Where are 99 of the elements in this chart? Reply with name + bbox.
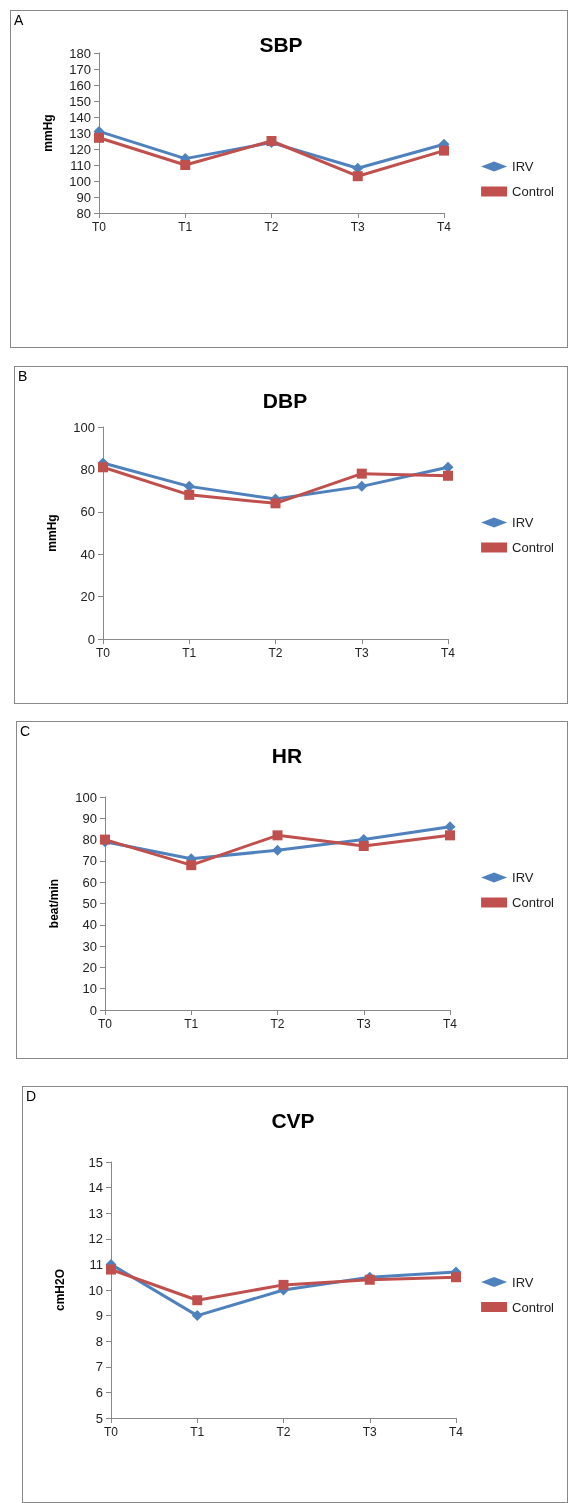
x-tick-label: T0 xyxy=(103,1425,119,1439)
x-tick-label: T1 xyxy=(182,646,197,660)
x-tick-label: T4 xyxy=(448,1425,464,1439)
y-tick-label: 140 xyxy=(69,109,91,125)
x-tick-label: T3 xyxy=(350,220,366,234)
legend-label: Control xyxy=(512,1299,555,1315)
y-tick-label: 120 xyxy=(69,141,91,157)
y-tick-label: 10 xyxy=(82,981,97,997)
point xyxy=(98,462,108,473)
point xyxy=(451,1272,461,1283)
x-tick-label: T0 xyxy=(97,1017,113,1031)
y-tick-label: 20 xyxy=(80,589,95,605)
chart-title: HR xyxy=(271,744,303,767)
y-tick-label: 40 xyxy=(82,917,97,933)
point xyxy=(443,470,453,481)
point xyxy=(94,132,104,143)
x-tick-label: T4 xyxy=(442,1017,458,1031)
x-tick-label: T2 xyxy=(276,1425,291,1439)
point xyxy=(270,498,281,509)
x-tick-label: T1 xyxy=(178,220,193,234)
y-tick-label: 30 xyxy=(82,938,97,954)
point xyxy=(445,830,455,841)
text: B xyxy=(18,368,28,384)
x-tick-label: T1 xyxy=(190,1425,205,1439)
y-axis-title: mmHg xyxy=(41,114,55,152)
point xyxy=(106,1264,116,1275)
legend-label: Control xyxy=(512,184,555,199)
point xyxy=(278,1279,289,1290)
x-tick-label: T0 xyxy=(95,646,111,660)
y-tick-label: 9 xyxy=(95,1308,103,1324)
y-tick-label: 0 xyxy=(87,631,95,647)
y-tick-label: 60 xyxy=(80,504,95,520)
y-tick-label: 10 xyxy=(88,1282,103,1298)
point xyxy=(192,1295,203,1306)
chart-title: CVP xyxy=(271,1109,315,1132)
x-tick-label: T3 xyxy=(354,646,370,660)
y-tick-label: 130 xyxy=(69,125,91,141)
y-tick-label: 40 xyxy=(80,546,95,562)
y-tick-label: 0 xyxy=(89,1002,97,1018)
x-tick-label: T3 xyxy=(356,1017,372,1031)
point xyxy=(180,160,191,170)
y-tick-label: 13 xyxy=(88,1205,103,1221)
x-tick-label: T4 xyxy=(440,646,456,660)
x-tick-label: T0 xyxy=(91,220,107,234)
point xyxy=(186,860,197,871)
y-tick-label: 20 xyxy=(82,959,97,975)
y-tick-label: 100 xyxy=(69,173,91,189)
legend-label: IRV xyxy=(512,159,534,174)
y-tick-label: 5 xyxy=(95,1410,103,1426)
y-tick-label: 80 xyxy=(82,832,97,848)
chart-title: SBP xyxy=(259,33,303,56)
y-tick-label: 110 xyxy=(70,157,91,173)
text: A xyxy=(14,12,24,28)
legend-label: Control xyxy=(512,895,555,910)
point xyxy=(352,171,363,182)
text: D xyxy=(26,1088,37,1104)
text: C xyxy=(20,723,31,739)
y-tick-label: 7 xyxy=(95,1359,103,1375)
x-tick-label: T1 xyxy=(184,1017,199,1031)
y-tick-label: 14 xyxy=(88,1180,103,1196)
y-tick-label: 50 xyxy=(82,896,97,911)
y-axis-title: cmH2O xyxy=(53,1268,67,1312)
point xyxy=(272,844,283,856)
y-tick-label: 11 xyxy=(89,1256,103,1272)
x-tick-label: T3 xyxy=(362,1425,378,1439)
point xyxy=(272,830,283,841)
y-axis-title: mmHg xyxy=(45,514,59,552)
y-tick-label: 8 xyxy=(95,1333,103,1349)
chart-title: DBP xyxy=(262,389,308,412)
y-tick-label: 70 xyxy=(82,853,97,869)
y-tick-label: 15 xyxy=(88,1154,103,1170)
legend-label: IRV xyxy=(512,870,534,885)
point xyxy=(184,489,195,500)
y-tick-label: 100 xyxy=(75,789,97,805)
y-tick-label: 60 xyxy=(82,874,97,890)
x-tick-label: T2 xyxy=(270,1017,285,1031)
y-tick-label: 100 xyxy=(73,419,95,435)
x-tick-label: T2 xyxy=(264,220,279,234)
y-tick-label: 12 xyxy=(88,1231,103,1247)
point xyxy=(439,145,449,156)
point xyxy=(356,468,367,479)
x-tick-label: T4 xyxy=(436,220,452,234)
y-tick-label: 6 xyxy=(95,1384,103,1400)
y-tick-label: 150 xyxy=(69,93,91,109)
y-tick-label: 160 xyxy=(69,77,91,93)
point xyxy=(191,1310,203,1322)
legend-label: IRV xyxy=(512,1274,534,1290)
legend-label: Control xyxy=(512,540,555,555)
y-tick-label: 180 xyxy=(69,45,91,61)
y-tick-label: 80 xyxy=(80,461,95,477)
y-tick-label: 170 xyxy=(69,61,91,77)
y-tick-label: 90 xyxy=(76,189,91,205)
y-axis-title: beat/min xyxy=(47,878,61,929)
point xyxy=(356,480,368,492)
y-tick-label: 80 xyxy=(76,205,91,221)
point xyxy=(358,840,369,851)
legend-label: IRV xyxy=(512,515,534,530)
x-tick-label: T2 xyxy=(268,646,283,660)
y-tick-label: 90 xyxy=(82,810,97,826)
